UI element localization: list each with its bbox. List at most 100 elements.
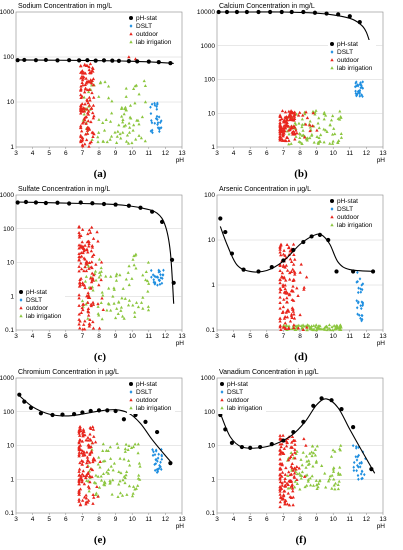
lab-irrigation-point xyxy=(315,444,319,448)
lab-irrigation-point xyxy=(104,118,108,121)
lab-irrigation-point xyxy=(282,323,286,327)
ph-stat-point xyxy=(121,417,126,422)
ph-stat-point xyxy=(279,9,284,15)
lab-irrigation-point xyxy=(308,327,313,331)
outdoor-point xyxy=(85,240,90,244)
lab-irrigation-point xyxy=(331,328,335,332)
outdoor-point xyxy=(87,242,91,246)
outdoor-point xyxy=(80,135,85,139)
outdoor-point xyxy=(285,502,290,506)
outdoor-point xyxy=(79,233,83,237)
outdoor-point xyxy=(78,487,83,491)
legend-label: DSLT xyxy=(26,297,42,304)
outdoor-point xyxy=(278,485,282,489)
outdoor-point xyxy=(280,481,284,485)
lab-irrigation-point xyxy=(106,467,111,471)
outdoor-point xyxy=(296,113,301,117)
outdoor-point xyxy=(302,287,306,291)
outdoor-point xyxy=(86,293,91,297)
outdoor-point xyxy=(281,494,286,498)
lab-irrigation-point xyxy=(124,473,128,477)
ph-stat-point xyxy=(155,429,160,435)
dslt-point xyxy=(356,473,360,478)
lab-irrigation-point xyxy=(136,483,140,487)
outdoor-point xyxy=(79,129,84,133)
outdoor-point xyxy=(292,466,297,470)
outdoor-point xyxy=(87,486,91,490)
dslt-point xyxy=(155,470,159,475)
ph-stat-point xyxy=(319,396,324,401)
lab-irrigation-point xyxy=(298,132,303,136)
x-tick-label: 7 xyxy=(81,150,85,157)
legend-background xyxy=(218,380,266,414)
lab-irrigation-point xyxy=(100,317,104,321)
legend-label: lab irrigation xyxy=(136,405,172,412)
lab-irrigation-point xyxy=(82,112,86,116)
outdoor-point xyxy=(278,295,282,299)
lab-irrigation-point xyxy=(294,122,298,126)
lab-irrigation-point xyxy=(126,270,130,274)
lab-irrigation-point xyxy=(320,327,324,331)
dslt-point xyxy=(159,120,162,125)
outdoor-point xyxy=(278,457,282,461)
x-tick-label: 6 xyxy=(265,333,269,340)
lab-irrigation-point xyxy=(99,301,103,305)
ph-stat-point xyxy=(50,412,55,418)
lab-irrigation-point xyxy=(133,101,137,105)
outdoor-point xyxy=(79,267,84,271)
lab-irrigation-point xyxy=(338,472,343,476)
ph-stat-point xyxy=(60,412,65,417)
lab-irrigation-point xyxy=(108,137,112,141)
dslt-point xyxy=(157,452,161,456)
lab-irrigation-point xyxy=(131,484,136,488)
lab-irrigation-point xyxy=(315,487,319,491)
legend-background xyxy=(328,197,376,231)
outdoor-point xyxy=(292,278,296,282)
outdoor-point xyxy=(79,64,83,68)
outdoor-point xyxy=(95,230,99,234)
outdoor-point xyxy=(96,239,100,243)
outdoor-point xyxy=(290,466,294,470)
outdoor-point xyxy=(91,111,95,115)
lab-irrigation-point xyxy=(300,470,304,474)
lab-irrigation-point xyxy=(93,269,98,273)
outdoor-point xyxy=(82,495,87,499)
lab-irrigation-point xyxy=(119,107,124,111)
lab-irrigation-point xyxy=(312,140,316,144)
outdoor-point xyxy=(98,459,102,463)
outdoor-point xyxy=(285,135,290,139)
lab-irrigation-point xyxy=(311,483,316,487)
x-tick-label: 10 xyxy=(129,516,137,523)
lab-irrigation-point xyxy=(339,325,343,329)
outdoor-point xyxy=(85,107,89,111)
outdoor-point xyxy=(84,473,89,477)
lab-irrigation-point xyxy=(332,323,336,327)
x-tick-label: 3 xyxy=(14,150,18,157)
dslt-point xyxy=(360,461,363,465)
outdoor-point xyxy=(283,479,287,483)
outdoor-point xyxy=(85,63,89,67)
lab-irrigation-point xyxy=(303,112,307,116)
lab-irrigation-point xyxy=(125,492,129,496)
dslt-point xyxy=(162,268,165,272)
ph-stat-point xyxy=(135,59,140,64)
lab-irrigation-point xyxy=(133,315,137,319)
x-tick-label: 6 xyxy=(64,333,68,340)
lab-irrigation-point xyxy=(314,108,318,112)
outdoor-point xyxy=(278,250,282,254)
lab-irrigation-point xyxy=(116,129,120,133)
outdoor-point xyxy=(280,442,284,446)
dslt-point xyxy=(352,460,356,465)
lab-irrigation-point xyxy=(293,485,297,489)
lab-irrigation-point xyxy=(330,473,334,477)
legend-label: DSLT xyxy=(337,206,353,213)
lab-irrigation-point xyxy=(293,479,297,483)
lab-irrigation-point xyxy=(320,464,324,467)
outdoor-point xyxy=(284,291,288,295)
outdoor-point xyxy=(288,257,293,261)
outdoor-point xyxy=(77,467,82,471)
outdoor-point xyxy=(78,277,82,281)
outdoor-point xyxy=(289,312,294,316)
legend-lab-marker xyxy=(19,314,23,318)
outdoor-point xyxy=(90,468,95,472)
